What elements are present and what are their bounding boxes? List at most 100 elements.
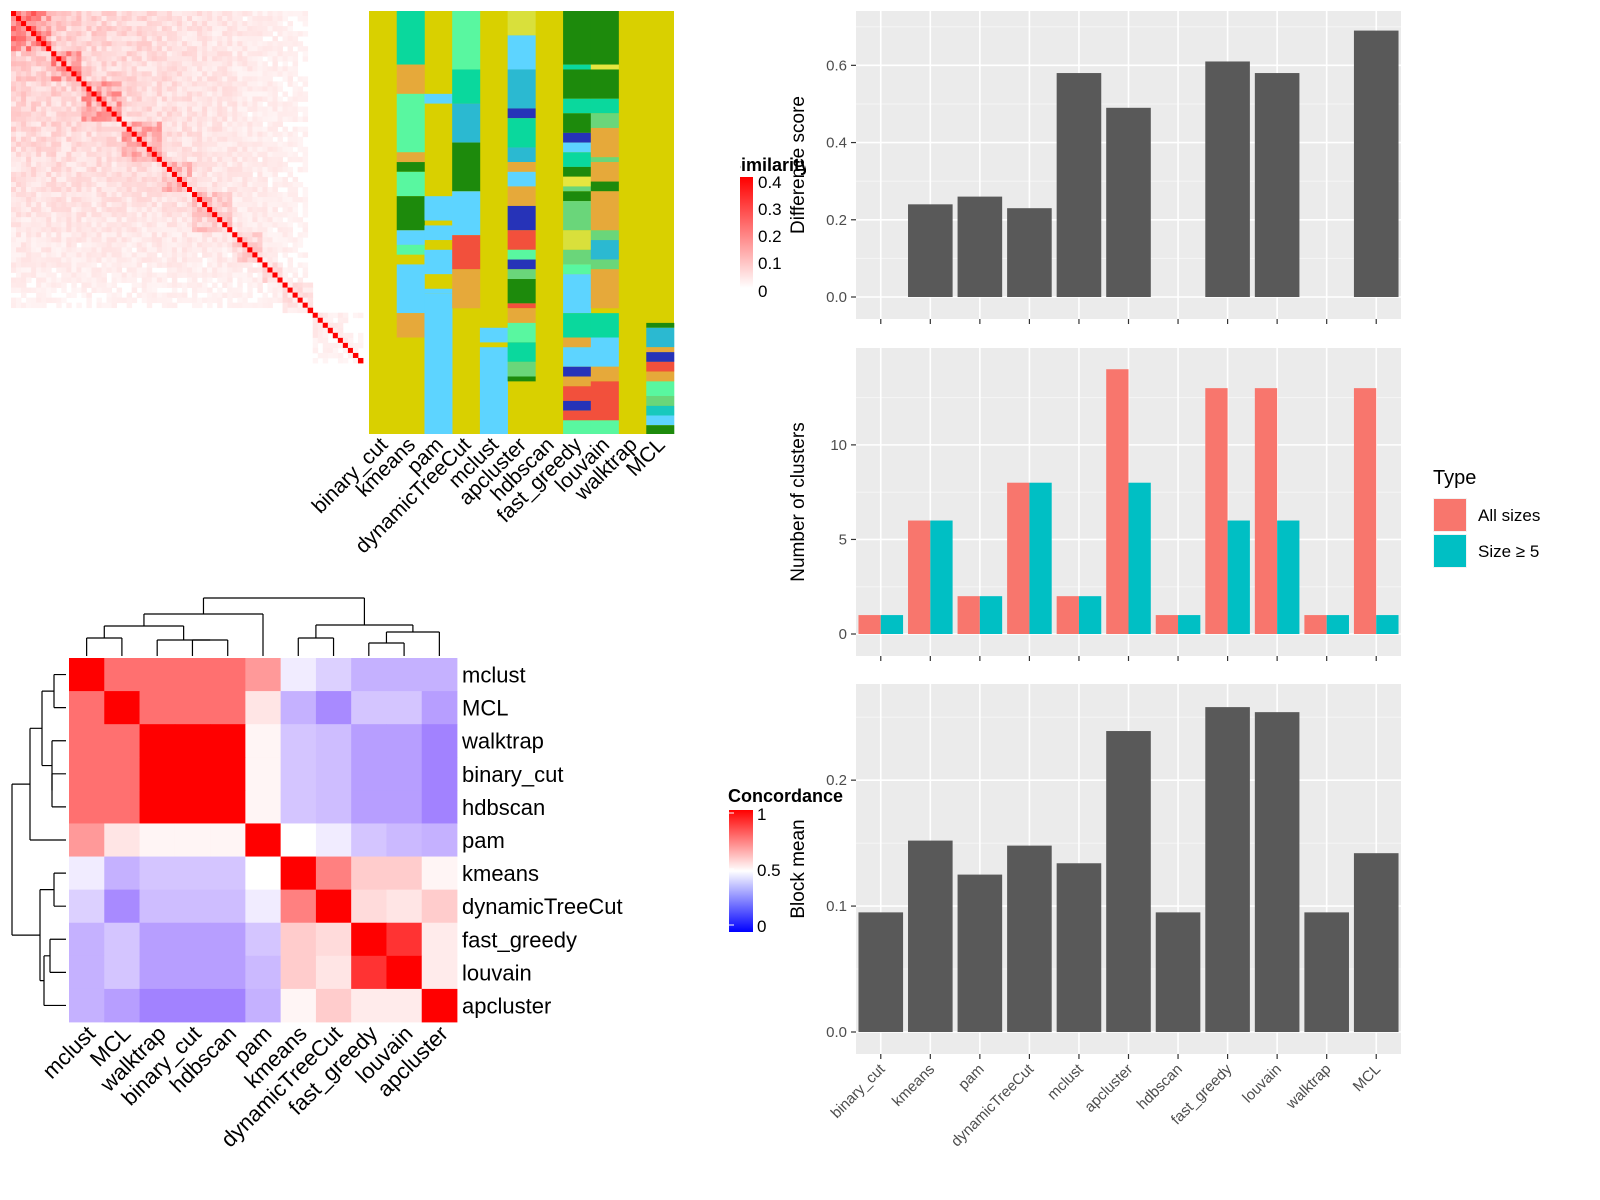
similarity-cell bbox=[277, 26, 283, 32]
similarity-cell bbox=[202, 252, 208, 258]
concordance-cell bbox=[210, 922, 246, 957]
similarity-cell bbox=[131, 297, 138, 304]
similarity-cell bbox=[282, 61, 288, 67]
similarity-cell bbox=[156, 297, 163, 304]
similarity-cell bbox=[267, 56, 273, 62]
assignment-block bbox=[563, 132, 592, 143]
similarity-cell bbox=[292, 247, 299, 253]
similarity-cell bbox=[292, 11, 299, 17]
similarity-cell bbox=[232, 161, 238, 168]
bar bbox=[1155, 912, 1201, 1032]
assignment-block bbox=[646, 415, 675, 426]
similarity-cell bbox=[267, 217, 273, 223]
similarity-cell bbox=[16, 21, 22, 27]
similarity-cell bbox=[61, 277, 67, 283]
similarity-cell bbox=[141, 181, 148, 188]
similarity-cell bbox=[11, 176, 17, 183]
similarity-cell bbox=[26, 81, 32, 87]
similarity-cell bbox=[66, 136, 72, 143]
similarity-cell bbox=[16, 86, 22, 92]
similarity-cell bbox=[277, 277, 283, 283]
similarity-cell bbox=[247, 56, 253, 62]
similarity-cell bbox=[207, 36, 213, 42]
similarity-cell bbox=[11, 257, 17, 263]
similarity-cell bbox=[56, 151, 62, 158]
similarity-cell bbox=[46, 292, 52, 299]
similarity-cell bbox=[242, 192, 248, 198]
concordance-cell bbox=[421, 724, 458, 758]
similarity-cell bbox=[46, 197, 52, 203]
similarity-cell bbox=[267, 166, 273, 173]
similarity-cell bbox=[187, 297, 193, 304]
similarity-cell bbox=[237, 76, 243, 82]
similarity-cell bbox=[151, 26, 158, 32]
similarity-cell bbox=[31, 76, 37, 82]
similarity-cell bbox=[111, 61, 117, 67]
similarity-cell bbox=[151, 252, 158, 258]
similarity-cell bbox=[71, 111, 77, 117]
bar bbox=[1056, 863, 1102, 1032]
similarity-cell bbox=[141, 242, 148, 248]
concordance-cell bbox=[104, 922, 140, 957]
similarity-cell bbox=[267, 302, 273, 309]
similarity-cell bbox=[91, 101, 97, 107]
similarity-cell bbox=[222, 111, 228, 117]
similarity-cell bbox=[262, 111, 268, 117]
similarity-cell bbox=[227, 222, 233, 228]
similarity-cell bbox=[232, 267, 238, 273]
similarity-cell bbox=[146, 46, 153, 52]
similarity-cell bbox=[176, 262, 183, 268]
similarity-cell bbox=[242, 166, 248, 173]
similarity-cell bbox=[26, 197, 32, 203]
similarity-cell bbox=[116, 36, 123, 42]
similarity-cell bbox=[181, 181, 188, 188]
similarity-cell bbox=[227, 71, 233, 77]
similarity-cell bbox=[91, 86, 97, 92]
similarity-cell bbox=[131, 277, 138, 283]
similarity-cell bbox=[237, 16, 243, 22]
similarity-cell bbox=[252, 66, 258, 72]
similarity-cell bbox=[161, 242, 168, 248]
similarity-cell bbox=[302, 252, 309, 258]
similarity-cell bbox=[282, 101, 288, 107]
similarity-cell bbox=[181, 76, 188, 82]
similarity-cell bbox=[106, 302, 112, 309]
similarity-cell bbox=[16, 282, 22, 288]
similarity-cell bbox=[187, 222, 193, 228]
similarity-cell bbox=[141, 61, 148, 67]
similarity-cell bbox=[287, 202, 293, 208]
similarity-cell bbox=[156, 232, 163, 238]
concordance-cell bbox=[351, 889, 387, 924]
similarity-cell bbox=[126, 81, 133, 87]
similarity-cell bbox=[106, 126, 112, 133]
similarity-cell bbox=[61, 36, 67, 42]
concordance-cell bbox=[139, 823, 176, 857]
similarity-cell bbox=[176, 146, 183, 153]
similarity-cell bbox=[247, 126, 253, 133]
similarity-cell bbox=[36, 136, 42, 143]
similarity-cell bbox=[192, 141, 198, 148]
similarity-cell bbox=[16, 26, 22, 32]
similarity-cell bbox=[91, 131, 97, 138]
similarity-cell bbox=[192, 277, 198, 283]
similarity-cell bbox=[197, 66, 203, 72]
similarity-cell bbox=[277, 242, 283, 248]
similarity-cell bbox=[357, 342, 364, 349]
similarity-cell bbox=[252, 232, 258, 238]
similarity-cell bbox=[277, 202, 283, 208]
concordance-cell bbox=[245, 922, 282, 957]
similarity-cell bbox=[36, 16, 42, 22]
similarity-cell bbox=[146, 51, 153, 57]
similarity-cell bbox=[161, 292, 168, 299]
similarity-cell bbox=[156, 56, 163, 62]
similarity-cell bbox=[197, 217, 203, 223]
similarity-cell bbox=[101, 136, 107, 143]
similarity-cell bbox=[136, 21, 143, 27]
similarity-cell bbox=[257, 101, 263, 107]
similarity-cell bbox=[207, 91, 213, 97]
similarity-cell bbox=[287, 41, 293, 47]
similarity-cell bbox=[11, 11, 17, 17]
similarity-cell bbox=[297, 116, 304, 123]
similarity-cell bbox=[207, 267, 213, 273]
similarity-cell bbox=[282, 36, 288, 42]
